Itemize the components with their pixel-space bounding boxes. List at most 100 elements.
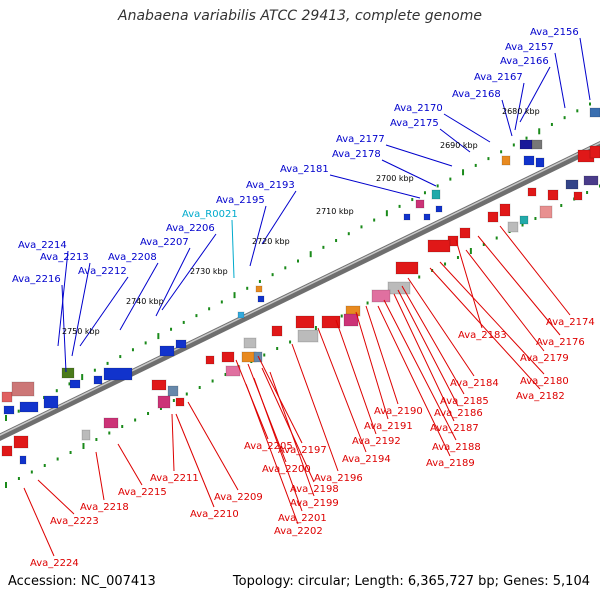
gene-feature xyxy=(81,429,91,441)
bottom-gene-label: Ava_2197 xyxy=(278,445,327,456)
gene-feature xyxy=(61,367,75,379)
bottom-gene-label: Ava_2210 xyxy=(190,509,239,520)
top-gene-label: Ava_2195 xyxy=(216,195,265,206)
gene-feature xyxy=(371,289,391,303)
gene-feature xyxy=(93,375,103,385)
gene-feature xyxy=(395,261,419,275)
gene-feature xyxy=(519,139,533,150)
bottom-gene-label: Ava_2182 xyxy=(516,391,565,402)
scale-labels: 2680 kbp 2690 kbp 2700 kbp 2710 kbp 2720 kbp… xyxy=(62,107,540,336)
scale-label: 2680 kbp xyxy=(502,107,540,116)
bottom-gene-label: Ava_2187 xyxy=(430,423,479,434)
gene-feature xyxy=(297,329,319,343)
bottom-gene-label: Ava_2223 xyxy=(50,516,99,527)
gene-feature xyxy=(499,203,511,217)
top-gene-label: Ava_2206 xyxy=(166,223,215,234)
gene-feature xyxy=(237,311,245,319)
gene-feature xyxy=(539,205,553,219)
bottom-gene-label: Ava_2186 xyxy=(434,408,483,419)
gene-feature xyxy=(583,175,599,186)
gene-feature xyxy=(487,211,499,223)
gene-feature xyxy=(157,395,171,409)
bottom-gene-label: Ava_2211 xyxy=(150,473,199,484)
gene-feature xyxy=(295,315,315,329)
gene-labels: Ava_2156 Ava_2157 Ava_2166 Ava_2167 Ava_2168… xyxy=(12,27,595,569)
top-gene-label: Ava_R0021 xyxy=(182,209,238,220)
bottom-gene-label: Ava_2191 xyxy=(364,421,413,432)
bottom-gene-label: Ava_2176 xyxy=(536,337,585,348)
bottom-gene-label: Ava_2224 xyxy=(30,558,79,569)
gene-feature xyxy=(535,157,545,168)
bottom-gene-label: Ava_2202 xyxy=(274,526,323,537)
gene-feature xyxy=(271,325,283,337)
bottom-gene-label: Ava_2179 xyxy=(520,353,569,364)
gene-feature xyxy=(573,191,583,201)
map-title: Anabaena variabilis ATCC 29413, complete… xyxy=(118,8,482,24)
top-gene-label: Ava_2214 xyxy=(18,240,67,251)
top-gene-label: Ava_2193 xyxy=(246,180,295,191)
top-gene-label: Ava_2178 xyxy=(332,149,381,160)
bottom-gene-label: Ava_2188 xyxy=(432,442,481,453)
bottom-gene-label: Ava_2198 xyxy=(290,484,339,495)
scale-label: 2730 kbp xyxy=(190,267,228,276)
top-gene-label: Ava_2156 xyxy=(530,27,579,38)
gene-feature xyxy=(243,337,257,349)
label-leaders xyxy=(23,37,591,557)
gene-feature xyxy=(321,315,341,329)
gene-feature xyxy=(343,313,359,327)
bottom-gene-label: Ava_2199 xyxy=(290,498,339,509)
top-gene-label: Ava_2181 xyxy=(280,164,329,175)
top-gene-label: Ava_2167 xyxy=(474,72,523,83)
top-gene-label: Ava_2207 xyxy=(140,237,189,248)
genome-backbone xyxy=(0,140,600,442)
gene-feature xyxy=(103,417,119,429)
gene-feature xyxy=(589,145,600,159)
bottom-gene-label: Ava_2192 xyxy=(352,436,401,447)
gene-feature xyxy=(255,285,263,293)
bottom-gene-label: Ava_2185 xyxy=(440,396,489,407)
top-gene-label: Ava_2216 xyxy=(12,274,61,285)
gene-features xyxy=(1,107,600,465)
scale-label: 2690 kbp xyxy=(440,141,478,150)
bottom-gene-label: Ava_2215 xyxy=(118,487,167,498)
gene-feature xyxy=(565,179,579,190)
gene-feature xyxy=(175,339,187,349)
bottom-gene-label: Ava_2205 xyxy=(244,441,293,452)
gene-feature xyxy=(151,379,167,391)
gene-feature xyxy=(221,351,235,363)
gene-feature xyxy=(531,139,543,150)
bottom-gene-label: Ava_2196 xyxy=(314,473,363,484)
gene-feature xyxy=(43,395,59,409)
scale-label: 2710 kbp xyxy=(316,207,354,216)
gene-feature xyxy=(69,379,81,389)
gene-feature xyxy=(13,435,29,449)
gene-feature xyxy=(507,221,519,233)
top-gene-label: Ava_2170 xyxy=(394,103,443,114)
gene-feature xyxy=(547,189,559,201)
bottom-gene-label: Ava_2218 xyxy=(80,502,129,513)
top-gene-label: Ava_2166 xyxy=(500,56,549,67)
gene-feature xyxy=(523,155,535,166)
bottom-gene-label: Ava_2194 xyxy=(342,454,391,465)
accession-text: Accession: NC_007413 xyxy=(8,574,156,589)
tick-marks xyxy=(5,102,600,488)
bottom-gene-label: Ava_2174 xyxy=(546,317,595,328)
gene-feature xyxy=(415,199,425,209)
top-gene-label: Ava_2208 xyxy=(108,252,157,263)
scale-label: 2740 kbp xyxy=(126,297,164,306)
gene-feature xyxy=(427,239,451,253)
gene-feature xyxy=(257,295,265,303)
top-gene-label: Ava_2213 xyxy=(40,252,89,263)
top-gene-label: Ava_2175 xyxy=(390,118,439,129)
scale-label: 2720 kbp xyxy=(252,237,290,246)
genome-summary: Topology: circular; Length: 6,365,727 bp… xyxy=(232,574,590,589)
gene-feature xyxy=(403,213,411,221)
gene-feature xyxy=(11,381,35,397)
scale-label: 2700 kbp xyxy=(376,174,414,183)
gene-feature xyxy=(435,205,443,213)
gene-feature xyxy=(205,355,215,365)
gene-feature xyxy=(519,215,529,225)
bottom-gene-label: Ava_2201 xyxy=(278,513,327,524)
gene-feature xyxy=(431,189,441,200)
